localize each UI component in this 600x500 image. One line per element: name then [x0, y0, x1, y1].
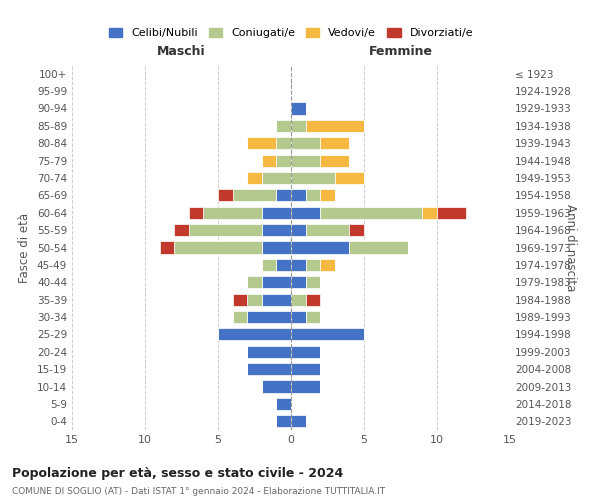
- Bar: [277, 120, 291, 132]
- Bar: [247, 294, 262, 306]
- Bar: [262, 294, 291, 306]
- Bar: [291, 242, 349, 254]
- Text: COMUNE DI SOGLIO (AT) - Dati ISTAT 1° gennaio 2024 - Elaborazione TUTTITALIA.IT: COMUNE DI SOGLIO (AT) - Dati ISTAT 1° ge…: [12, 488, 385, 496]
- Bar: [262, 380, 291, 392]
- Bar: [233, 311, 247, 323]
- Bar: [320, 137, 349, 149]
- Bar: [291, 276, 305, 288]
- Bar: [247, 363, 291, 375]
- Bar: [247, 172, 262, 184]
- Text: Maschi: Maschi: [157, 45, 206, 58]
- Bar: [262, 242, 291, 254]
- Bar: [305, 259, 320, 271]
- Bar: [262, 276, 291, 288]
- Bar: [291, 294, 305, 306]
- Bar: [262, 154, 277, 166]
- Legend: Celibi/Nubili, Coniugati/e, Vedovi/e, Divorziati/e: Celibi/Nubili, Coniugati/e, Vedovi/e, Di…: [104, 23, 478, 43]
- Bar: [305, 224, 349, 236]
- Bar: [320, 190, 335, 202]
- Bar: [291, 328, 364, 340]
- Bar: [291, 190, 305, 202]
- Bar: [247, 311, 291, 323]
- Bar: [305, 190, 320, 202]
- Bar: [218, 328, 291, 340]
- Bar: [189, 224, 262, 236]
- Bar: [262, 206, 291, 219]
- Bar: [262, 259, 277, 271]
- Bar: [247, 276, 262, 288]
- Bar: [291, 102, 305, 115]
- Bar: [277, 398, 291, 410]
- Bar: [277, 259, 291, 271]
- Bar: [305, 294, 320, 306]
- Bar: [203, 206, 262, 219]
- Bar: [305, 276, 320, 288]
- Bar: [437, 206, 466, 219]
- Bar: [277, 154, 291, 166]
- Bar: [305, 311, 320, 323]
- Bar: [262, 172, 291, 184]
- Bar: [218, 190, 233, 202]
- Bar: [291, 346, 320, 358]
- Y-axis label: Fasce di età: Fasce di età: [19, 212, 31, 282]
- Y-axis label: Anni di nascita: Anni di nascita: [564, 204, 577, 291]
- Bar: [291, 259, 305, 271]
- Bar: [247, 346, 291, 358]
- Bar: [291, 380, 320, 392]
- Bar: [305, 120, 364, 132]
- Bar: [189, 206, 203, 219]
- Bar: [174, 242, 262, 254]
- Bar: [291, 137, 320, 149]
- Bar: [233, 190, 277, 202]
- Bar: [291, 415, 305, 428]
- Bar: [233, 294, 247, 306]
- Bar: [291, 120, 305, 132]
- Bar: [320, 206, 422, 219]
- Bar: [291, 172, 335, 184]
- Text: Femmine: Femmine: [368, 45, 433, 58]
- Bar: [291, 154, 320, 166]
- Bar: [262, 224, 291, 236]
- Bar: [291, 224, 305, 236]
- Bar: [335, 172, 364, 184]
- Bar: [160, 242, 174, 254]
- Bar: [277, 190, 291, 202]
- Bar: [320, 259, 335, 271]
- Bar: [291, 311, 305, 323]
- Bar: [247, 137, 277, 149]
- Bar: [320, 154, 349, 166]
- Bar: [291, 206, 320, 219]
- Bar: [349, 242, 408, 254]
- Bar: [174, 224, 189, 236]
- Bar: [291, 363, 320, 375]
- Bar: [277, 415, 291, 428]
- Bar: [422, 206, 437, 219]
- Bar: [349, 224, 364, 236]
- Bar: [277, 137, 291, 149]
- Text: Popolazione per età, sesso e stato civile - 2024: Popolazione per età, sesso e stato civil…: [12, 468, 343, 480]
